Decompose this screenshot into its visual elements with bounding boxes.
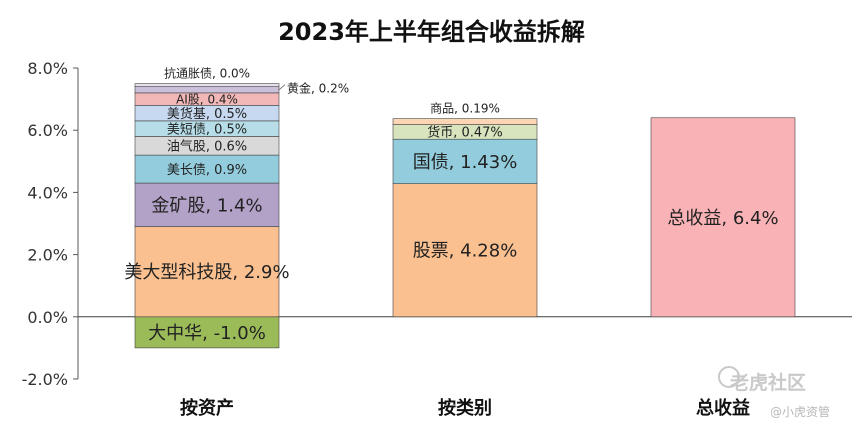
- data-label: 美大型科技股, 2.9%: [124, 262, 289, 283]
- bar-segment: [134, 154, 280, 184]
- y-tick-label: 6.0%: [27, 121, 68, 140]
- data-label: 金矿股, 1.4%: [151, 195, 262, 216]
- bar-segment: [392, 183, 538, 318]
- y-tick-label: 8.0%: [27, 59, 68, 78]
- bar-segment: [392, 138, 538, 184]
- data-label: 股票, 4.28%: [413, 241, 518, 262]
- data-label: 美货基, 0.5%: [167, 106, 247, 122]
- label-leader-line: [278, 84, 286, 91]
- data-label: 货币, 0.47%: [427, 125, 503, 141]
- data-label: 大中华, -1.0%: [148, 323, 266, 344]
- y-tick-label: 4.0%: [27, 183, 68, 202]
- y-tick-label: 2.0%: [27, 246, 68, 265]
- bar-segment: [134, 226, 280, 318]
- x-category-label: 总收益: [696, 397, 750, 419]
- data-label: 总收益, 6.4%: [667, 208, 778, 229]
- tiger-logo-icon: [718, 366, 740, 388]
- bar-segment: [392, 118, 538, 125]
- y-tick-label: 0.0%: [27, 308, 68, 327]
- bar-segment: [134, 316, 280, 349]
- data-label: 美长债, 0.9%: [167, 163, 247, 178]
- watermark-main: 老虎社区: [730, 372, 807, 394]
- bar-segment: [650, 117, 796, 318]
- y-tick-label: -2.0%: [22, 370, 68, 389]
- x-category-label: 按资产: [180, 397, 234, 419]
- x-category-label: 按类别: [438, 397, 492, 419]
- data-label: 油气股, 0.6%: [167, 138, 247, 154]
- bar-segment: [134, 83, 280, 87]
- data-label: 国债, 1.43%: [413, 152, 518, 173]
- data-label: 美短债, 0.5%: [167, 122, 247, 137]
- watermark-sub: @小虎资管: [770, 405, 831, 419]
- bar-segment: [134, 182, 280, 227]
- data-label: 商品, 0.19%: [430, 101, 500, 116]
- chart-title: 2023年上半年组合收益拆解: [278, 18, 585, 46]
- data-label: 黄金, 0.2%: [287, 81, 349, 96]
- data-label: 抗通胀债, 0.0%: [164, 66, 250, 81]
- bar-segment: [134, 86, 280, 94]
- data-label: AI股, 0.4%: [176, 92, 238, 106]
